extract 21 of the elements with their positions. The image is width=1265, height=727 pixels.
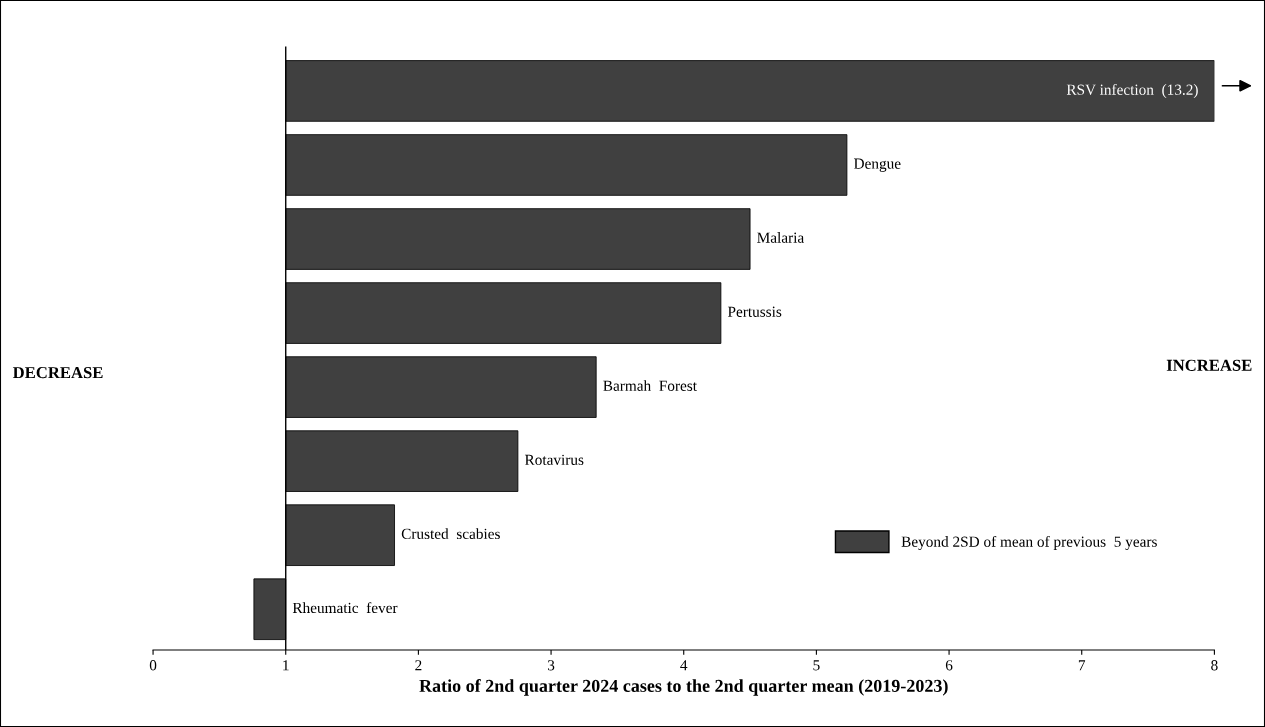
y-tick-label: Crusted scabies xyxy=(401,528,500,539)
x-tick-label: 1 xyxy=(283,660,289,671)
y-tick-label: Rotavirus xyxy=(524,454,584,465)
y-tick-label: Malaria xyxy=(757,232,804,243)
x-tick-label: 0 xyxy=(149,660,157,671)
y-tick-label: Rheumatic fever xyxy=(292,602,398,614)
x-tick-label: 6 xyxy=(945,660,953,671)
y-tick-label: Dengue xyxy=(853,158,901,172)
y-tick-label: RSV infection (13.2) xyxy=(1066,83,1198,98)
x-tick-label: 7 xyxy=(1078,660,1086,671)
x-axis-title: Ratio of 2nd quarter 2024 cases to the 2nd quarter mean (2019-2023) xyxy=(419,679,948,696)
y-tick-label: Barmah Forest xyxy=(603,380,697,391)
text: DECREASE xyxy=(12,367,103,379)
x-tick-label: 8 xyxy=(1211,660,1218,671)
x-tick-label: 5 xyxy=(813,660,820,671)
x-tick-label: 3 xyxy=(547,660,555,671)
x-tick-label: 2 xyxy=(415,660,422,671)
annotation: INCREASE xyxy=(1166,359,1252,371)
legend-label: Beyond 2SD of mean of previous 5 years xyxy=(901,535,1157,550)
y-tick-label: Pertussis xyxy=(727,306,782,317)
x-tick-label: 4 xyxy=(680,660,688,671)
